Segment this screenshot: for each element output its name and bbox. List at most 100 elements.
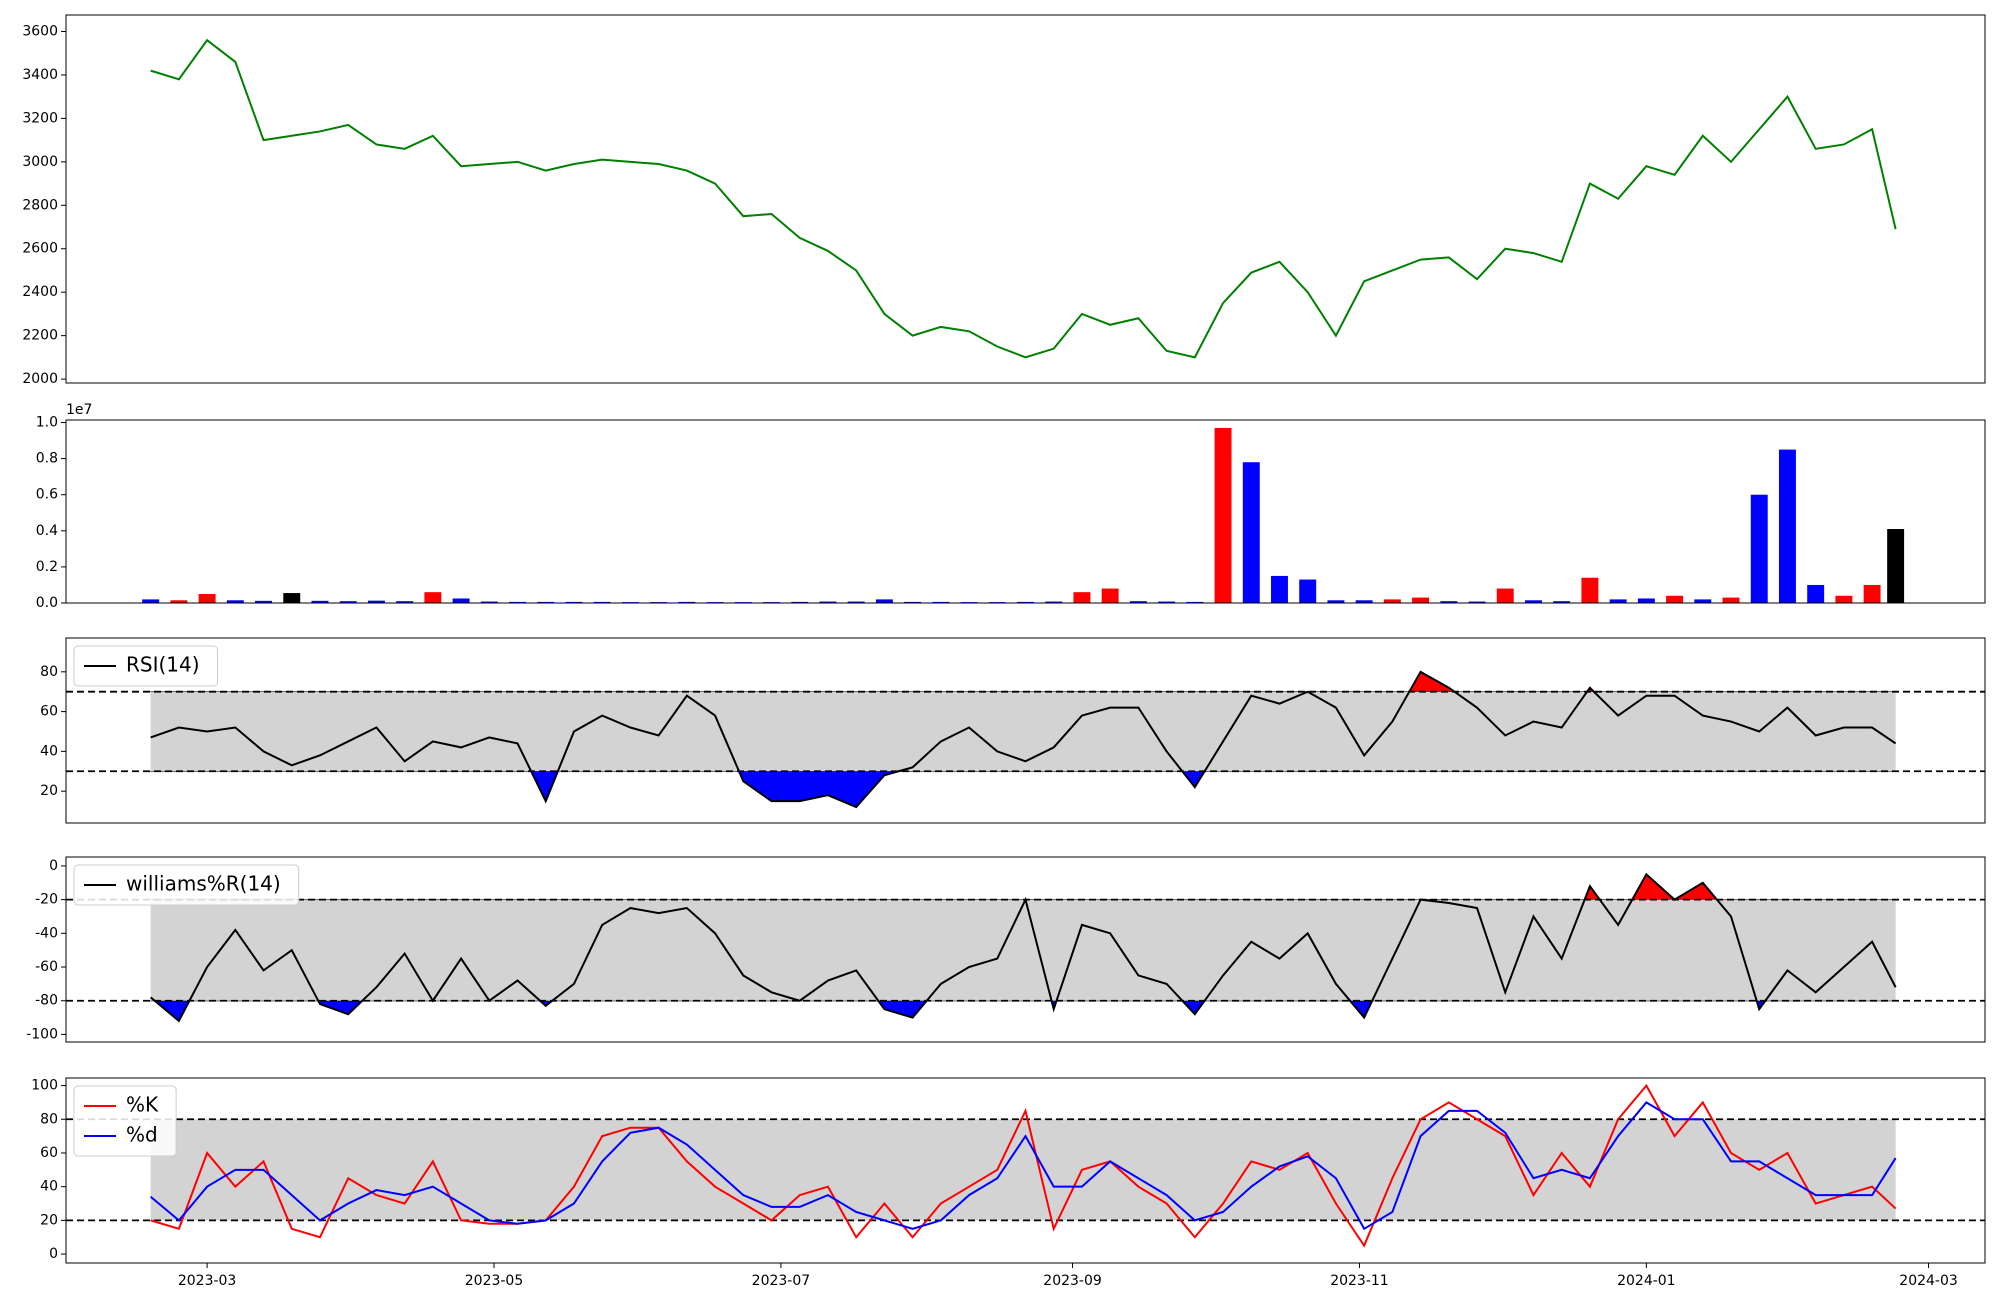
y-tick-label: 2600 bbox=[22, 241, 58, 257]
y-tick-label: 100 bbox=[31, 1078, 58, 1094]
x-tick-label: 2023-09 bbox=[1043, 1273, 1102, 1289]
volume-bar bbox=[170, 600, 188, 603]
series-line bbox=[150, 670, 1897, 809]
volume-bar bbox=[875, 599, 893, 603]
volume-bar bbox=[255, 600, 273, 603]
y-tick-label: 40 bbox=[40, 743, 58, 759]
neutral-band bbox=[150, 691, 1896, 772]
volume-bar bbox=[1327, 600, 1345, 603]
panel: 2000 2200 2400 2600 2800 3000 3200 3400 3600 bbox=[22, 14, 1986, 387]
volume-bar bbox=[819, 601, 837, 603]
volume-bar bbox=[1101, 588, 1119, 603]
axes-frame bbox=[65, 856, 1986, 1043]
series-line bbox=[150, 1083, 1897, 1248]
volume-bar bbox=[1299, 579, 1317, 603]
volume-bar bbox=[142, 599, 160, 603]
legend-label: williams%R(14) bbox=[126, 872, 281, 896]
x-tick-label: 2024-01 bbox=[1617, 1273, 1676, 1289]
volume-bar bbox=[198, 593, 216, 603]
y-tick-label: 2400 bbox=[22, 284, 58, 300]
axes-frame bbox=[65, 637, 1986, 824]
volume-bar bbox=[1750, 494, 1768, 603]
y-tick-label: 3200 bbox=[22, 110, 58, 126]
volume-bar bbox=[1637, 598, 1655, 603]
volume-bar bbox=[1073, 592, 1091, 603]
volume-bar bbox=[1835, 595, 1853, 603]
legend: %K %d bbox=[73, 1085, 177, 1157]
volume-bar bbox=[480, 601, 498, 603]
series-line bbox=[150, 872, 1897, 1023]
volume-bar bbox=[678, 601, 696, 603]
y-tick-label: 0.8 bbox=[36, 451, 58, 467]
volume-bar bbox=[1496, 588, 1514, 603]
legend-label: RSI(14) bbox=[126, 653, 200, 677]
y-tick-label: 0.2 bbox=[36, 559, 58, 575]
panel: 0 20 40 60 80 100 2023-03 2023-05 2023-07 2023-09… bbox=[31, 1077, 1986, 1289]
x-tick-label: 2023-03 bbox=[178, 1273, 237, 1289]
y-tick-label: 3600 bbox=[22, 24, 58, 40]
volume-bar bbox=[537, 601, 555, 603]
volume-bar bbox=[396, 601, 414, 603]
volume-bar bbox=[1355, 600, 1373, 603]
x-tick-label: 2023-11 bbox=[1330, 1273, 1389, 1289]
y-tick-label: 20 bbox=[40, 783, 58, 799]
y-tick-label: 2000 bbox=[22, 371, 58, 387]
volume-bar bbox=[339, 601, 357, 603]
y-tick-label: 0 bbox=[49, 1246, 58, 1262]
volume-bar bbox=[1045, 601, 1063, 603]
volume-bar bbox=[367, 600, 385, 603]
volume-bar bbox=[593, 601, 611, 603]
volume-bar bbox=[424, 592, 442, 603]
y-tick-label: -100 bbox=[26, 1026, 58, 1042]
y-tick-label: 0 bbox=[49, 858, 58, 874]
volume-bar bbox=[1468, 601, 1486, 603]
y-tick-label: -60 bbox=[35, 959, 58, 975]
volume-bar bbox=[283, 593, 301, 603]
volume-bar bbox=[311, 600, 329, 603]
panel: -100 -80 -60 -40 -20 0 williams%R(14) bbox=[26, 856, 1986, 1043]
y-tick-label: -40 bbox=[35, 925, 58, 941]
volume-bar bbox=[1271, 575, 1288, 603]
legend: RSI(14) bbox=[73, 645, 219, 687]
legend-label: %K bbox=[126, 1093, 159, 1117]
volume-bar bbox=[1412, 597, 1430, 603]
y-tick-label: 20 bbox=[40, 1212, 58, 1228]
volume-bar bbox=[932, 601, 950, 603]
volume-bar bbox=[452, 598, 470, 603]
volume-bar bbox=[1722, 597, 1740, 603]
volume-bar bbox=[1017, 601, 1034, 603]
axes-frame bbox=[65, 14, 1986, 384]
volume-bar bbox=[1863, 584, 1881, 603]
y-tick-label: 0.0 bbox=[36, 595, 58, 611]
y-tick-label: 60 bbox=[40, 1145, 58, 1161]
volume-bar bbox=[1186, 601, 1204, 603]
volume-bar bbox=[1553, 601, 1571, 603]
volume-bar bbox=[791, 601, 809, 603]
volume-bar bbox=[1158, 601, 1176, 603]
volume-bar bbox=[1807, 584, 1825, 603]
y-offset-label: 1e7 bbox=[66, 402, 92, 418]
volume-bar bbox=[1383, 599, 1401, 603]
volume-bar bbox=[509, 601, 526, 603]
fill-below-area bbox=[150, 1000, 1897, 1022]
volume-bar bbox=[1887, 529, 1905, 603]
volume-bar bbox=[1581, 577, 1599, 603]
legend-box bbox=[73, 864, 300, 906]
volume-bar bbox=[1242, 462, 1260, 603]
legend-label: %d bbox=[126, 1123, 158, 1147]
volume-bar bbox=[847, 601, 865, 603]
panel: 0.0 0.2 0.4 0.6 0.8 1.0 1e7 bbox=[36, 402, 1986, 611]
volume-bar bbox=[1778, 449, 1796, 603]
fill-above-area bbox=[150, 671, 1897, 692]
y-tick-label: 60 bbox=[40, 704, 58, 720]
y-tick-label: 1.0 bbox=[36, 415, 58, 431]
series-line bbox=[150, 38, 1897, 359]
legend-box bbox=[73, 1085, 177, 1157]
x-tick-label: 2023-07 bbox=[752, 1273, 811, 1289]
volume-bar bbox=[1609, 599, 1627, 603]
volume-bar bbox=[226, 600, 244, 603]
volume-bar bbox=[1440, 601, 1458, 603]
y-tick-label: 0.6 bbox=[36, 487, 58, 503]
